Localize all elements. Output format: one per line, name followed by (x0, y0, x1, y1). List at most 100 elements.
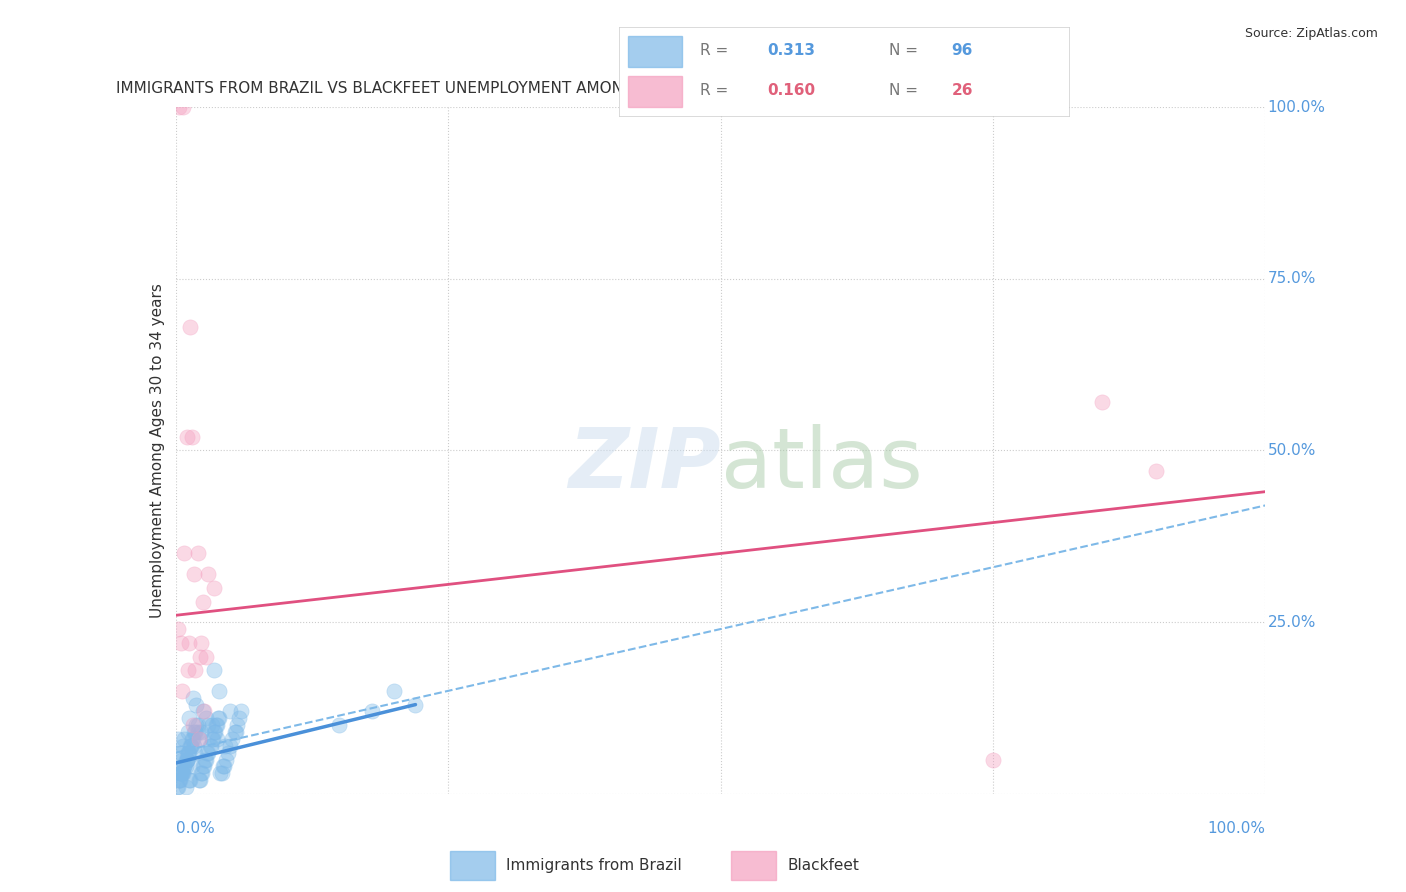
Y-axis label: Unemployment Among Ages 30 to 34 years: Unemployment Among Ages 30 to 34 years (149, 283, 165, 618)
Point (167, 780, 190, 794)
Point (181, 430, 204, 444)
Point (212, 759, 235, 773)
Point (201, 731, 224, 746)
Point (231, 705, 253, 719)
Bar (627, 76, 682, 107)
Point (195, 753, 218, 767)
Point (173, 759, 195, 773)
Point (208, 711, 231, 725)
Text: atlas: atlas (721, 424, 922, 505)
Point (190, 636, 212, 650)
Point (211, 759, 233, 773)
Point (187, 773, 209, 788)
Point (167, 773, 190, 788)
Point (190, 725, 212, 739)
Point (360, 705, 382, 719)
Point (211, 766, 233, 780)
Point (214, 739, 236, 753)
Point (181, 718, 204, 732)
Point (205, 731, 228, 746)
Point (173, 731, 195, 746)
Point (188, 773, 211, 788)
Text: N =: N = (889, 84, 922, 98)
Point (191, 705, 214, 719)
Point (195, 746, 218, 760)
Point (207, 711, 229, 725)
Bar (731, 851, 776, 880)
Text: ZIP: ZIP (568, 424, 721, 505)
Point (177, 746, 200, 760)
Point (183, 567, 205, 582)
Point (172, 759, 194, 773)
Point (172, 683, 194, 698)
Point (167, 731, 190, 746)
Point (197, 746, 219, 760)
Point (181, 731, 204, 746)
Point (191, 759, 214, 773)
Point (201, 718, 224, 732)
Point (180, 739, 202, 753)
Point (174, 759, 197, 773)
Point (188, 731, 211, 746)
Point (190, 766, 212, 780)
Text: 0.0%: 0.0% (176, 822, 215, 837)
Point (382, 683, 405, 698)
Point (205, 718, 228, 732)
Point (225, 725, 247, 739)
Point (167, 622, 190, 636)
Point (981, 753, 1004, 767)
Point (228, 711, 250, 725)
Point (205, 718, 228, 732)
Point (176, 753, 198, 767)
Text: 50.0%: 50.0% (1268, 443, 1316, 458)
Point (197, 567, 219, 582)
Point (219, 705, 242, 719)
Point (202, 725, 225, 739)
Text: 0.160: 0.160 (768, 84, 815, 98)
Text: Immigrants from Brazil: Immigrants from Brazil (506, 858, 682, 872)
Point (195, 711, 218, 725)
Point (193, 705, 215, 719)
Point (170, 766, 193, 780)
Point (170, 766, 193, 780)
Point (221, 731, 243, 746)
Point (184, 746, 207, 760)
Point (193, 759, 215, 773)
Text: 25.0%: 25.0% (1268, 615, 1316, 630)
Bar (627, 36, 682, 67)
Point (179, 739, 201, 753)
Point (176, 430, 198, 444)
Point (181, 690, 204, 705)
Point (172, 739, 194, 753)
Text: 75.0%: 75.0% (1268, 271, 1316, 286)
Point (169, 773, 191, 788)
Point (176, 753, 198, 767)
Point (1144, 464, 1167, 478)
Point (166, 780, 188, 794)
Point (170, 746, 193, 760)
Point (195, 649, 218, 664)
Point (217, 746, 239, 760)
Point (167, 746, 190, 760)
Text: 100.0%: 100.0% (1268, 100, 1326, 114)
Text: R =: R = (700, 44, 733, 58)
Point (172, 766, 194, 780)
Point (328, 718, 350, 732)
Point (176, 753, 198, 767)
Point (186, 725, 209, 739)
Point (167, 773, 190, 788)
Point (405, 698, 427, 712)
Point (186, 698, 208, 712)
Text: 26: 26 (952, 84, 973, 98)
Point (215, 753, 238, 767)
Text: 100.0%: 100.0% (1208, 822, 1265, 837)
Point (173, 546, 195, 561)
Point (183, 725, 205, 739)
Point (188, 649, 211, 664)
Point (186, 718, 208, 732)
Point (191, 594, 214, 608)
Point (187, 731, 209, 746)
Point (200, 739, 222, 753)
Point (186, 718, 209, 732)
Point (174, 753, 197, 767)
